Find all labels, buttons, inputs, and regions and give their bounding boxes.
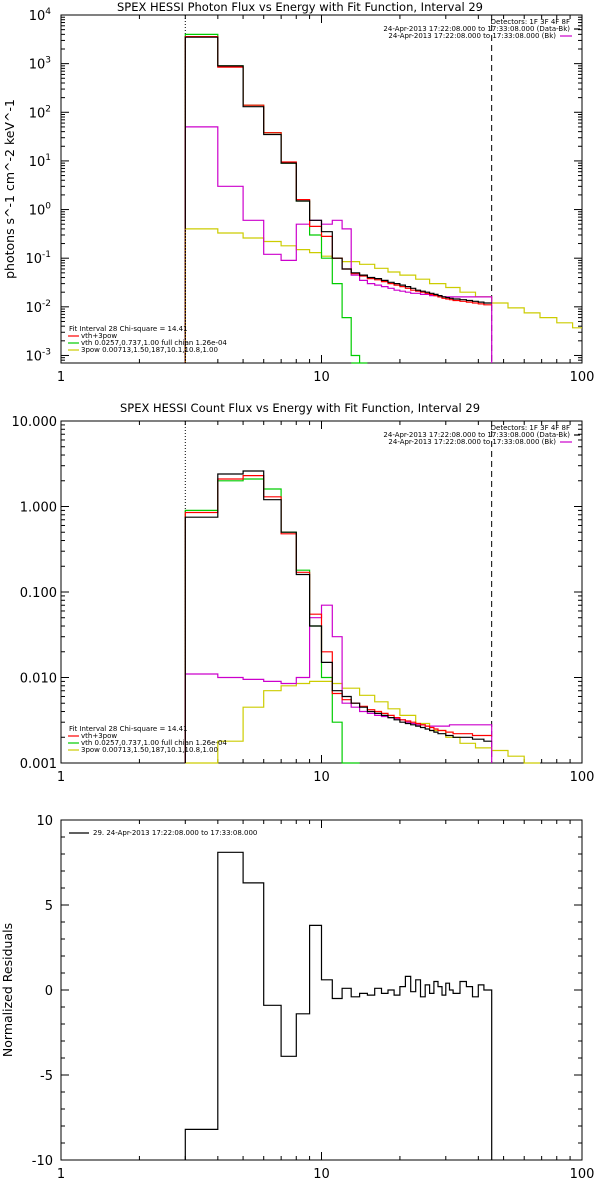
y-tick-label: 0.100 — [20, 586, 57, 601]
x-tick-label: 100 — [570, 770, 595, 785]
y-tick-label: 0.001 — [20, 757, 57, 772]
chart-title: SPEX HESSI Photon Flux vs Energy with Fi… — [117, 0, 483, 14]
legend-bottom-left-text: Fit Interval 28 Chi-square = 14.41 — [69, 725, 188, 733]
x-tick-label: 100 — [570, 370, 595, 385]
y-tick-label: 10 — [36, 814, 53, 829]
y-tick-base: 10 — [29, 155, 46, 170]
y-tick-label: 10-2 — [25, 299, 51, 316]
y-tick-exponent: 1 — [45, 153, 51, 163]
y-tick-base: 10 — [25, 252, 42, 267]
y-tick-label: 10-1 — [25, 250, 51, 267]
x-tick-label: 10 — [313, 770, 330, 785]
plot-frame-1 — [60, 14, 583, 364]
plot-frame-2 — [60, 420, 583, 764]
legend-bottom-left-text: vth+3pow — [81, 732, 117, 740]
x-tick-label: 1 — [57, 1167, 65, 1182]
series-total-fit — [184, 36, 492, 363]
y-tick-label: 10-3 — [25, 347, 51, 364]
legend-bottom-left-text: 3pow 0.00713,1.50,187,10.1,10.8,1.00 — [81, 346, 218, 354]
legend-residual-text: 29. 24-Apr-2013 17:22:08.000 to 17:33:08… — [93, 829, 257, 837]
y-tick-exponent: -3 — [42, 347, 51, 357]
y-tick-exponent: 0 — [45, 202, 51, 212]
y-tick-label: 101 — [29, 153, 51, 170]
y-axis-label: Normalized Residuals — [0, 923, 15, 1057]
series-data — [184, 470, 492, 763]
y-tick-exponent: 2 — [45, 104, 51, 114]
y-tick-label: 0 — [45, 984, 53, 999]
x-tick-label: 100 — [570, 1167, 595, 1182]
legend-bottom-left-text: vth 0.0257,0.737,1.00 full chian 1.26e-0… — [81, 739, 227, 747]
y-tick-exponent: -2 — [42, 299, 51, 309]
y-tick-exponent: 3 — [45, 56, 51, 66]
y-tick-label: 5 — [45, 899, 53, 914]
legend-top-right-text: 24-Apr-2013 17:22:08.000 to 17:33:08.000… — [388, 438, 556, 446]
series-thermal — [184, 33, 368, 364]
legend-top-right-text: 24-Apr-2013 17:22:08.000 to 17:33:08.000… — [383, 25, 570, 33]
chart-title: SPEX HESSI Count Flux vs Energy with Fit… — [120, 401, 480, 415]
series-background — [184, 126, 493, 363]
legend-bottom-left-text: 3pow 0.00713,1.50,187,10.1,10.8,1.00 — [81, 746, 218, 754]
y-tick-base: 10 — [25, 349, 42, 364]
y-tick-base: 10 — [29, 58, 46, 73]
y-tick-exponent: 4 — [45, 7, 51, 17]
plot-frame-3 — [60, 819, 583, 1161]
legend-bottom-left-text: Fit Interval 28 Chi-square = 14.41 — [69, 325, 188, 333]
series-power-law — [185, 228, 582, 329]
series-residuals — [184, 851, 493, 1160]
y-axis-label: photons s^-1 cm^-2 keV^-1 — [2, 99, 17, 279]
y-tick-label: 104 — [29, 7, 52, 24]
y-tick-label: -5 — [40, 1069, 53, 1084]
legend-bottom-left-text: vth 0.0257,0.737,1.00 full chian 1.26e-0… — [81, 339, 227, 347]
legend-top-right-text: 24-Apr-2013 17:22:08.000 to 17:33:08.000… — [383, 431, 570, 439]
y-tick-label: 100 — [29, 202, 52, 219]
series-power-law — [185, 680, 540, 764]
y-tick-label: 1.000 — [20, 501, 57, 516]
x-tick-label: 1 — [57, 370, 65, 385]
legend-top-right-text: Detectors: 1F 3F 4F 8F — [491, 424, 570, 432]
y-tick-label: 102 — [29, 104, 51, 121]
y-tick-label: 0.010 — [20, 672, 57, 687]
y-tick-base: 10 — [29, 204, 46, 219]
y-tick-base: 10 — [29, 106, 46, 121]
y-tick-exponent: -1 — [42, 250, 51, 260]
legend-top-right-text: Detectors: 1F 3F 4F 8F — [491, 18, 570, 26]
y-tick-label: -10 — [32, 1154, 53, 1169]
legend-bottom-left-text: vth+3pow — [81, 332, 117, 340]
x-tick-label: 10 — [313, 370, 330, 385]
y-tick-base: 10 — [25, 301, 42, 316]
legend-top-right-text: 24-Apr-2013 17:22:08.000 to 17:33:08.000… — [388, 32, 556, 40]
x-tick-label: 1 — [57, 770, 65, 785]
series-background — [184, 604, 493, 763]
y-tick-label: 10.000 — [12, 415, 58, 430]
series-thermal — [184, 478, 360, 764]
x-tick-label: 10 — [313, 1167, 330, 1182]
series-data — [184, 36, 492, 363]
series-total-fit — [184, 475, 492, 763]
y-tick-base: 10 — [29, 9, 46, 24]
y-tick-label: 103 — [29, 56, 51, 73]
